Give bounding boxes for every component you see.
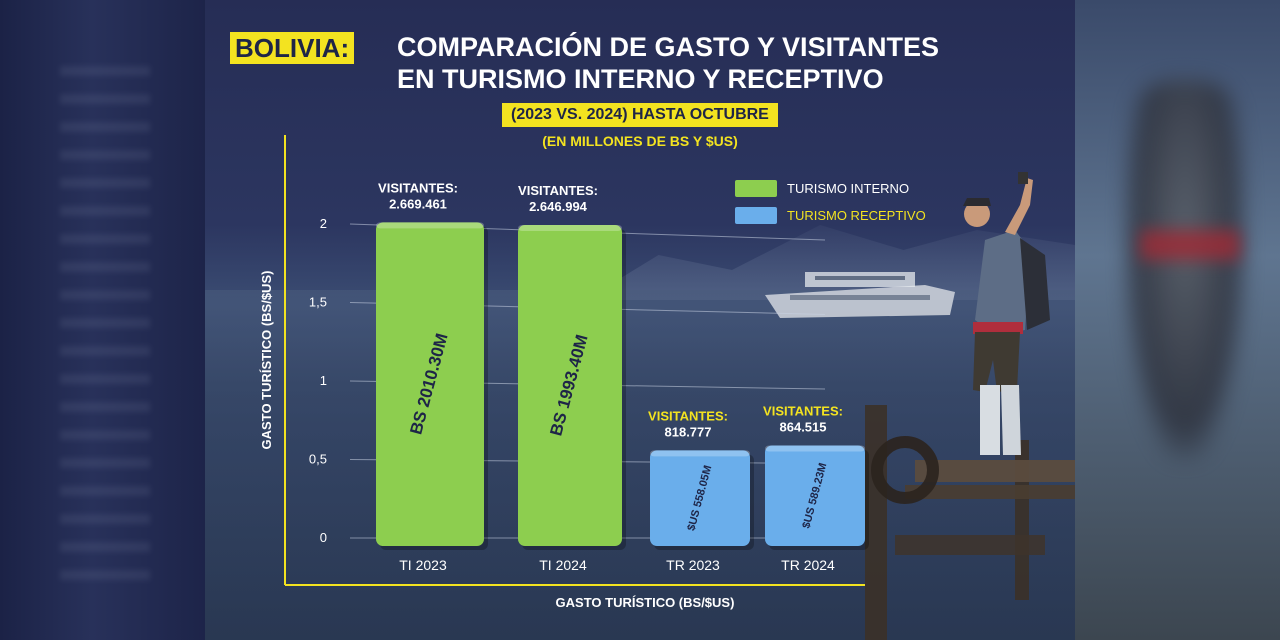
y-tick-label: 1,5 xyxy=(309,295,327,310)
left-blurred-background xyxy=(0,0,205,640)
bar-highlight xyxy=(518,225,622,232)
visitors-value-1: 2.646.994 xyxy=(529,199,588,214)
legend-swatch-interno xyxy=(735,180,777,197)
category-label-0: TI 2023 xyxy=(399,557,447,573)
bar-2 xyxy=(650,450,750,546)
title-line-1: COMPARACIÓN DE GASTO Y VISITANTES xyxy=(397,32,940,62)
legend-label-interno: TURISMO INTERNO xyxy=(787,181,910,196)
blurred-scarf xyxy=(1140,230,1240,260)
y-tick-label: 0 xyxy=(320,530,327,545)
visitors-caption-0: VISITANTES: xyxy=(378,180,458,195)
units-note: (EN MILLONES DE BS Y $US) xyxy=(542,133,738,149)
legend: TURISMO INTERNO TURISMO RECEPTIVO xyxy=(735,180,926,234)
right-blurred-background xyxy=(1075,0,1280,640)
blurred-person xyxy=(1125,80,1245,460)
category-label-1: TI 2024 xyxy=(539,557,587,573)
legend-item-receptivo: TURISMO RECEPTIVO xyxy=(735,207,926,224)
pier-icon xyxy=(865,405,1075,640)
legend-swatch-receptivo xyxy=(735,207,777,224)
bar-chart: 0 0,5 1 1,5 2 GASTO TURÍSTICO (BS/$US) GASTO T… xyxy=(259,135,869,610)
x-axis-title: GASTO TURÍSTICO (BS/$US) xyxy=(556,595,735,610)
visitors-value-0: 2.669.461 xyxy=(389,196,447,211)
bar-highlight xyxy=(650,450,750,457)
legend-label-receptivo: TURISMO RECEPTIVO xyxy=(787,208,926,223)
visitors-caption-3: VISITANTES: xyxy=(763,403,843,418)
category-label-3: TR 2024 xyxy=(781,557,835,573)
y-tick-label: 2 xyxy=(320,216,327,231)
title-highlight: BOLIVIA: xyxy=(230,32,355,64)
y-tick-label: 1 xyxy=(320,373,327,388)
title-line-2: EN TURISMO INTERNO Y RECEPTIVO xyxy=(397,64,884,94)
category-label-2: TR 2023 xyxy=(666,557,720,573)
bar-1 xyxy=(518,225,622,546)
blurred-texture xyxy=(60,60,150,580)
bar-highlight xyxy=(376,222,484,229)
y-axis-title: GASTO TURÍSTICO (BS/$US) xyxy=(259,271,274,450)
bar-3 xyxy=(765,445,865,546)
visitors-caption-2: VISITANTES: xyxy=(648,408,728,423)
visitors-value-2: 818.777 xyxy=(665,424,712,439)
visitors-caption-1: VISITANTES: xyxy=(518,183,598,198)
bar-0 xyxy=(376,222,484,546)
legend-item-interno: TURISMO INTERNO xyxy=(735,180,926,197)
y-tick-label: 0,5 xyxy=(309,452,327,467)
person-icon xyxy=(963,172,1050,455)
boat-icon xyxy=(765,272,955,318)
visitors-value-3: 864.515 xyxy=(780,419,827,434)
scene-illustration xyxy=(765,172,1075,640)
infographic-card: BOLIVIA: COMPARACIÓN DE GASTO Y VISITANT… xyxy=(205,0,1075,640)
bar-highlight xyxy=(765,445,865,452)
subtitle-badge: (2023 VS. 2024) HASTA OCTUBRE xyxy=(502,103,778,127)
